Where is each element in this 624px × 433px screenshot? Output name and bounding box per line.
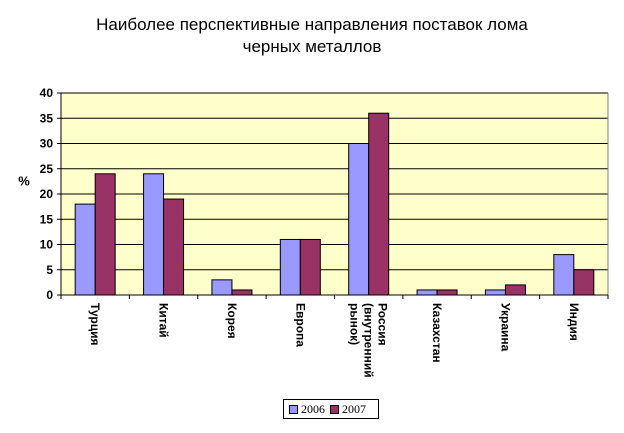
bar-2007-0	[94, 173, 116, 296]
bar-2007-3	[299, 238, 321, 296]
bar-2006-6	[484, 289, 506, 296]
legend-label-2007: 2007	[342, 401, 366, 416]
chart-title-line-1: Наиболее перспективные направления поста…	[96, 15, 528, 34]
y-tick-label-10: 10	[40, 238, 54, 252]
x-tick-label-4-1: (внутренний	[362, 303, 376, 378]
y-tick-label-20: 20	[40, 187, 54, 201]
x-tick-label-6-0: Украина	[498, 303, 512, 352]
legend-item-2007: 2007	[330, 402, 366, 417]
y-axis-label: %	[18, 173, 30, 188]
y-tick-label-0: 0	[46, 288, 53, 302]
y-tick-label-35: 35	[40, 111, 54, 125]
x-tick-label-1-0: Китай	[157, 303, 171, 338]
x-tick-label-0-0: Турция	[88, 303, 102, 345]
chart-title-line-2: черных металлов	[242, 37, 382, 56]
bar-2007-1	[163, 198, 185, 296]
legend-label-2006: 2006	[301, 401, 325, 416]
bar-2006-3	[279, 238, 301, 296]
bar-2007-4	[368, 112, 390, 296]
bar-2007-5	[436, 289, 458, 296]
y-tick-label-25: 25	[40, 162, 54, 176]
x-tick-label-2-0: Корея	[225, 303, 239, 339]
x-tick-label-5-0: Казахстан	[430, 303, 444, 363]
y-tick-label-40: 40	[40, 86, 54, 100]
legend: 2006 2007	[283, 399, 379, 419]
bar-2006-5	[416, 289, 438, 296]
legend-item-2006: 2006	[289, 402, 325, 417]
y-tick-label-15: 15	[40, 212, 54, 226]
bar-2006-4	[348, 143, 370, 296]
x-tick-label-7-0: Индия	[567, 303, 581, 341]
bar-2006-0	[74, 203, 96, 296]
x-tick-label-4-2: рынок)	[348, 303, 362, 345]
x-tick-label-4-0: Россия	[376, 303, 390, 346]
chart-title: Наиболее перспективные направления поста…	[0, 14, 624, 58]
x-tick-label-3-0: Европа	[293, 303, 307, 347]
bar-2006-1	[143, 173, 165, 296]
legend-swatch-2006	[289, 404, 298, 414]
y-tick-label-30: 30	[40, 137, 54, 151]
bar-2007-7	[573, 269, 595, 296]
bar-2007-6	[504, 284, 526, 296]
bar-2006-7	[553, 254, 575, 296]
bar-2006-2	[211, 279, 233, 296]
y-tick-label-5: 5	[46, 263, 53, 277]
legend-swatch-2007	[330, 404, 339, 414]
bar-2007-2	[231, 289, 253, 296]
